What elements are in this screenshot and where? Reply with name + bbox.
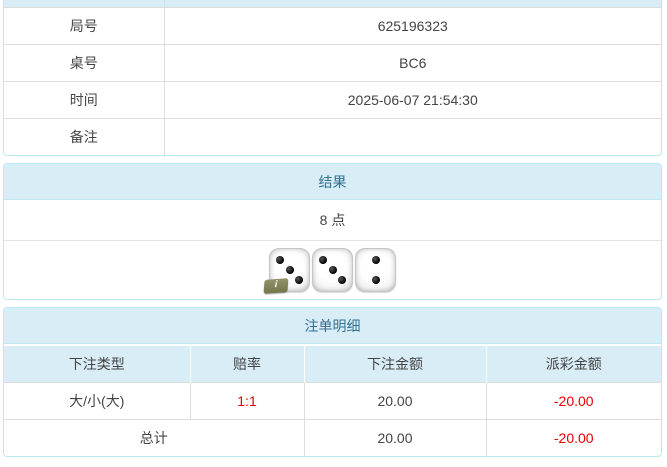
die-2-icon bbox=[312, 248, 353, 292]
col-bet-amount: 下注金额 bbox=[303, 346, 486, 382]
table-row: 备注 bbox=[4, 117, 661, 155]
die-pip bbox=[337, 276, 346, 285]
odds-value: 1:1 bbox=[189, 381, 304, 419]
result-panel: 结果 8 点 i bbox=[3, 163, 662, 300]
dice-group: i bbox=[263, 248, 396, 294]
table-number-value: BC6 bbox=[164, 43, 661, 81]
table-row: 局号 625196323 bbox=[4, 6, 661, 44]
die-pip bbox=[294, 276, 303, 285]
col-bet-type: 下注类型 bbox=[4, 346, 190, 382]
die-pip bbox=[319, 255, 328, 264]
die-pip bbox=[285, 266, 294, 274]
time-label: 时间 bbox=[4, 80, 165, 118]
remark-value bbox=[164, 117, 661, 155]
bet-details-title: 注单明细 bbox=[4, 308, 661, 344]
game-number-value: 625196323 bbox=[164, 6, 661, 44]
time-value: 2025-06-07 21:54:30 bbox=[164, 80, 661, 118]
game-number-label: 局号 bbox=[4, 6, 165, 44]
die-pip bbox=[276, 255, 285, 264]
bet-type-value: 大/小(大) bbox=[4, 381, 190, 419]
table-row: 时间 2025-06-07 21:54:30 bbox=[4, 80, 661, 118]
total-label: 总计 bbox=[4, 418, 304, 456]
game-info-panel: 局号 625196323 桌号 BC6 时间 2025-06-07 21:54:… bbox=[3, 0, 662, 156]
info-icon[interactable]: i bbox=[263, 278, 289, 294]
table-row: 桌号 BC6 bbox=[4, 43, 661, 81]
bet-details-panel: 注单明细 下注类型 赔率 下注金额 派彩金额 大/小(大) 1:1 20.00 … bbox=[3, 307, 662, 457]
remark-label: 备注 bbox=[4, 117, 165, 155]
col-payout-amount: 派彩金额 bbox=[485, 346, 661, 382]
bet-details-table: 下注类型 赔率 下注金额 派彩金额 大/小(大) 1:1 20.00 -20.0… bbox=[4, 346, 661, 456]
result-panel-title: 结果 bbox=[4, 164, 661, 200]
total-bet-amount: 20.00 bbox=[303, 418, 486, 456]
bet-amount-value: 20.00 bbox=[303, 381, 486, 419]
col-odds: 赔率 bbox=[189, 346, 304, 382]
die-3-icon bbox=[355, 248, 396, 292]
dice-row: i bbox=[4, 241, 661, 299]
table-number-label: 桌号 bbox=[4, 43, 165, 81]
total-row: 总计 20.00 -20.00 bbox=[4, 418, 661, 456]
die-pip bbox=[371, 256, 380, 265]
bet-table-header-row: 下注类型 赔率 下注金额 派彩金额 bbox=[4, 346, 661, 382]
result-points: 8 点 bbox=[4, 200, 661, 241]
die-pip bbox=[371, 275, 380, 284]
total-payout-amount: -20.00 bbox=[485, 418, 661, 456]
cutoff-header-row bbox=[4, 0, 661, 7]
die-pip bbox=[328, 266, 337, 274]
game-info-table: 局号 625196323 桌号 BC6 时间 2025-06-07 21:54:… bbox=[4, 0, 661, 155]
bet-row: 大/小(大) 1:1 20.00 -20.00 bbox=[4, 381, 661, 419]
payout-amount-value: -20.00 bbox=[485, 381, 661, 419]
